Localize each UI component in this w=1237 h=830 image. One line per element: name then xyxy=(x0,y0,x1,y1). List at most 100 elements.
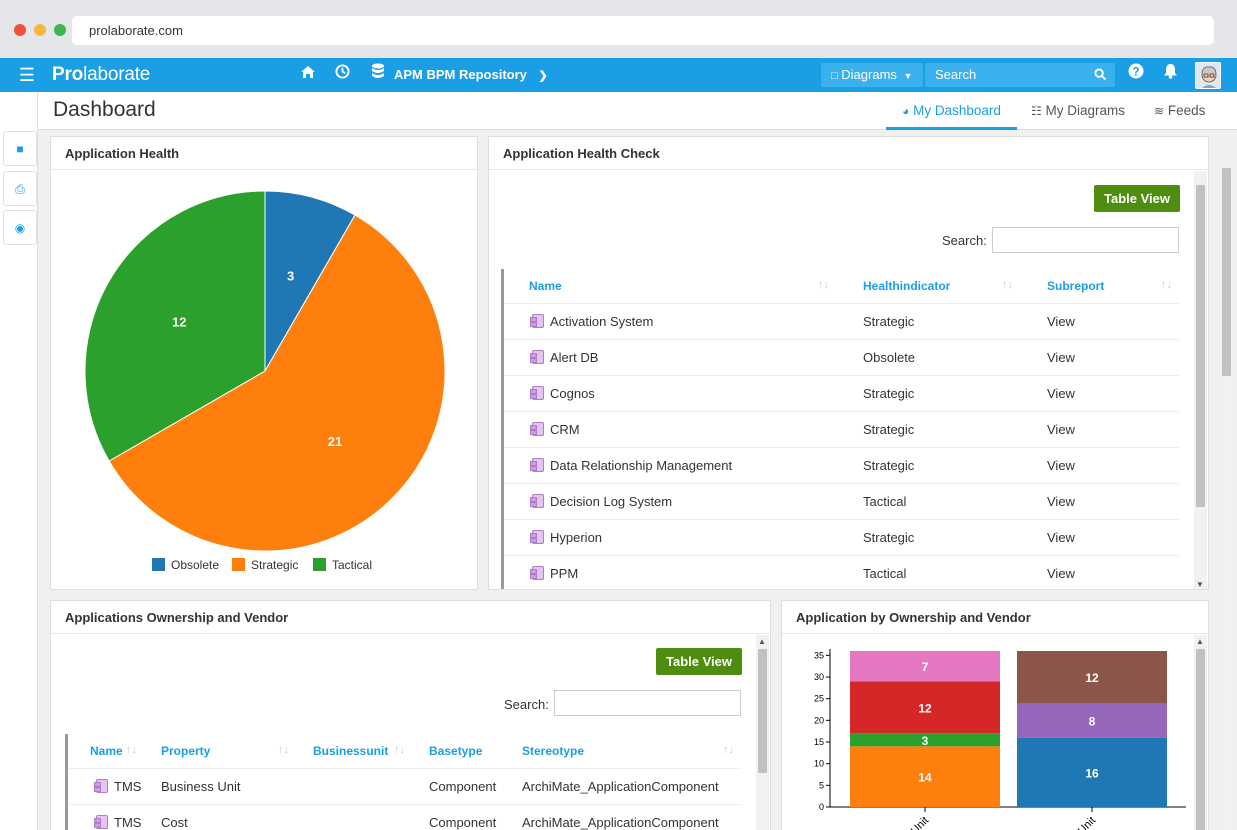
legend-item-obsolete[interactable]: Obsolete xyxy=(152,558,219,572)
history-clock-icon[interactable] xyxy=(330,58,354,92)
table-row[interactable]: Cognos Strategic View xyxy=(504,375,1180,412)
cell-name[interactable]: TMS xyxy=(68,768,145,805)
column-header-name[interactable]: Name ↑↓ xyxy=(68,734,145,769)
help-icon[interactable]: ? xyxy=(1125,58,1147,92)
column-header-businessunit[interactable]: Businessunit ↑↓ xyxy=(297,734,413,769)
vertical-scrollbar[interactable]: ▲ xyxy=(1194,635,1207,830)
cell-subreport-link[interactable]: View xyxy=(1021,555,1180,589)
diagrams-dropdown[interactable]: □ Diagrams ▼ xyxy=(821,63,923,87)
target-icon[interactable]: ◉ xyxy=(3,210,37,245)
tab-my-diagrams[interactable]: ☷ My Diagrams xyxy=(1031,103,1126,118)
application-component-icon xyxy=(94,814,108,829)
cell-subreport-link[interactable]: View xyxy=(1021,375,1180,412)
cell-subreport-link[interactable]: View xyxy=(1021,447,1180,484)
legend-item-tactical[interactable]: Tactical xyxy=(313,558,372,572)
column-header-basetype[interactable]: Basetype xyxy=(413,734,506,769)
legend-swatch xyxy=(313,558,326,571)
maximize-window-dot[interactable] xyxy=(54,24,66,36)
search-icon[interactable] xyxy=(1094,63,1107,87)
y-tick-label: 5 xyxy=(819,780,824,790)
column-header-healthindicator[interactable]: Healthindicator ↑↓ xyxy=(837,269,1021,304)
sort-icon[interactable]: ↑↓ xyxy=(1161,279,1172,291)
bar-segment[interactable] xyxy=(850,746,1000,807)
minimize-window-dot[interactable] xyxy=(34,24,46,36)
table-row[interactable]: Alert DB Obsolete View xyxy=(504,339,1180,376)
table-row[interactable]: CRM Strategic View xyxy=(504,411,1180,448)
pie-data-label: 3 xyxy=(287,268,294,283)
legend-item-strategic[interactable]: Strategic xyxy=(232,558,298,572)
column-header-name[interactable]: Name ↑↓ xyxy=(504,269,837,304)
scroll-up-arrow-icon[interactable]: ▲ xyxy=(758,637,766,646)
scrollbar-thumb[interactable] xyxy=(1196,185,1205,507)
pie-slice-obsolete[interactable] xyxy=(264,190,356,373)
cell-name[interactable]: Hyperion xyxy=(504,519,837,556)
pie-chart: 3 21 12 xyxy=(84,190,446,552)
address-bar[interactable]: prolaborate.com xyxy=(72,16,1214,45)
table-row[interactable]: Data Relationship Management Strategic Vie… xyxy=(504,447,1180,484)
user-avatar[interactable] xyxy=(1195,62,1221,89)
cell-name[interactable]: PPM xyxy=(504,555,837,589)
bar-segment[interactable] xyxy=(1017,651,1167,703)
scrollbar-thumb[interactable] xyxy=(1196,649,1205,830)
table-search-input[interactable] xyxy=(992,227,1179,253)
global-search-input[interactable]: Search xyxy=(925,63,1115,87)
home-icon[interactable] xyxy=(296,58,320,92)
table-view-button[interactable]: Table View xyxy=(1094,185,1180,212)
scroll-up-arrow-icon[interactable]: ▲ xyxy=(1196,637,1204,646)
sort-icon[interactable]: ↑↓ xyxy=(818,279,829,291)
diagram-icon[interactable]: ⎙ xyxy=(3,171,37,206)
cell-name[interactable]: TMS xyxy=(68,804,145,830)
legend-swatch xyxy=(232,558,245,571)
table-view-button[interactable]: Table View xyxy=(656,648,742,675)
cell-subreport-link[interactable]: View xyxy=(1021,303,1180,340)
bar-segment[interactable] xyxy=(850,651,1000,682)
table-row[interactable]: Activation System Strategic View xyxy=(504,303,1180,340)
tab-feeds[interactable]: ≋ Feeds xyxy=(1154,103,1206,118)
cell-name[interactable]: Activation System xyxy=(504,303,837,340)
page-scrollbar[interactable] xyxy=(1220,166,1233,830)
bar-segment[interactable] xyxy=(850,733,1000,747)
pie-slice-strategic[interactable] xyxy=(108,214,446,552)
pie-slice-tactical[interactable] xyxy=(84,190,266,462)
cell-name[interactable]: Alert DB xyxy=(504,339,837,376)
sort-icon[interactable]: ↑↓ xyxy=(278,744,289,756)
table-search-input[interactable] xyxy=(554,690,741,716)
cell-subreport-link[interactable]: View xyxy=(1021,483,1180,520)
column-header-property[interactable]: Property ↑↓ xyxy=(145,734,297,769)
bar-segment[interactable] xyxy=(1017,703,1167,738)
cell-name[interactable]: Decision Log System xyxy=(504,483,837,520)
sort-icon[interactable]: ↑↓ xyxy=(394,744,405,756)
left-sidebar: ■ ⎙ ◉ xyxy=(0,92,38,830)
sort-icon[interactable]: ↑↓ xyxy=(126,744,137,756)
cell-name[interactable]: Data Relationship Management xyxy=(504,447,837,484)
sort-icon[interactable]: ↑↓ xyxy=(723,744,734,756)
table-row[interactable]: TMS Cost Component ArchiMate_ApplicationCom… xyxy=(68,804,742,830)
table-row[interactable]: Hyperion Strategic View xyxy=(504,519,1180,556)
column-header-subreport[interactable]: Subreport ↑↓ xyxy=(1021,269,1180,304)
hamburger-menu-icon[interactable]: ☰ xyxy=(18,65,36,85)
table-row[interactable]: Decision Log System Tactical View xyxy=(504,483,1180,520)
cell-name[interactable]: CRM xyxy=(504,411,837,448)
cell-subreport-link[interactable]: View xyxy=(1021,519,1180,556)
page-scrollbar-thumb[interactable] xyxy=(1222,168,1231,376)
notification-bell-icon[interactable] xyxy=(1159,58,1181,92)
cell-subreport-link[interactable]: View xyxy=(1021,339,1180,376)
app-logo[interactable]: Prolaborate xyxy=(52,64,151,85)
vertical-scrollbar[interactable]: ▼ xyxy=(1194,171,1207,589)
scrollbar-thumb[interactable] xyxy=(758,649,767,773)
vertical-scrollbar[interactable]: ▲ xyxy=(756,635,769,830)
table-row[interactable]: PPM Tactical View xyxy=(504,555,1180,589)
bar-segment[interactable] xyxy=(850,681,1000,734)
folder-icon[interactable]: ■ xyxy=(3,131,37,166)
tab-my-dashboard[interactable]: ◕ My Dashboard xyxy=(886,92,1017,130)
scroll-down-arrow-icon[interactable]: ▼ xyxy=(1196,580,1204,589)
cell-name[interactable]: Cognos xyxy=(504,375,837,412)
y-tick-label: 30 xyxy=(814,672,824,682)
bar-segment[interactable] xyxy=(1017,737,1167,807)
cell-subreport-link[interactable]: View xyxy=(1021,411,1180,448)
column-header-stereotype[interactable]: Stereotype ↑↓ xyxy=(506,734,742,769)
table-row[interactable]: TMS Business Unit Component ArchiMate_Appli… xyxy=(68,768,742,805)
close-window-dot[interactable] xyxy=(14,24,26,36)
repository-selector[interactable]: APM BPM Repository ❯ xyxy=(394,67,548,82)
sort-icon[interactable]: ↑↓ xyxy=(1002,279,1013,291)
